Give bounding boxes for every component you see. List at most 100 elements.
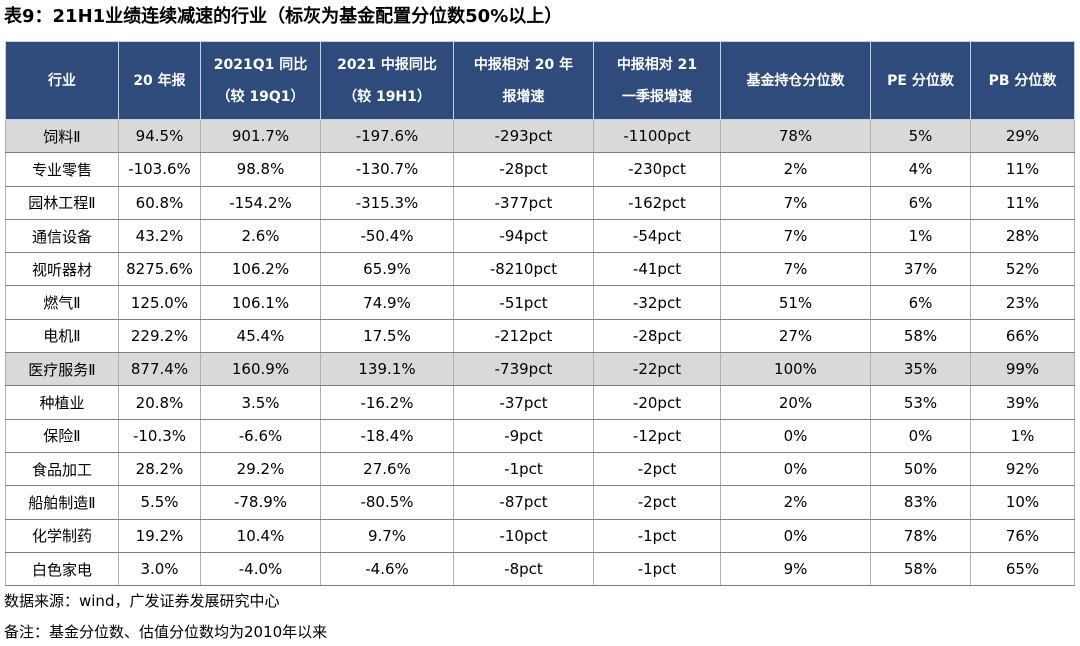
industry-cell: 视听器材 bbox=[5, 252, 119, 287]
value-cell: -9pct bbox=[453, 418, 594, 453]
value-cell: -22pct bbox=[593, 352, 721, 387]
header-line: 2021 中报同比 bbox=[337, 56, 437, 73]
header-cell: 行业 bbox=[5, 41, 119, 120]
value-cell: 1% bbox=[870, 218, 971, 254]
value-cell: 139.1% bbox=[320, 352, 454, 387]
value-cell: 2% bbox=[720, 152, 871, 187]
header-line: （较 19H1） bbox=[343, 88, 431, 105]
header-cell: 中报相对 20 年报增速 bbox=[453, 41, 594, 120]
value-cell: 3.0% bbox=[118, 551, 201, 587]
table-row: 饲料Ⅱ 94.5% 901.7% -197.6% -293pct -1100pct 78% 5… bbox=[5, 118, 1075, 154]
value-cell: -10pct bbox=[453, 518, 594, 553]
value-cell: 0% bbox=[720, 451, 871, 487]
table-row: 船舶制造Ⅱ 5.5% -78.9% -80.5% -87pct -2pct 2% 83% 10% bbox=[5, 485, 1075, 520]
industry-cell: 通信设备 bbox=[5, 218, 119, 254]
value-cell: -103.6% bbox=[118, 152, 201, 187]
value-cell: -739pct bbox=[453, 352, 594, 387]
value-cell: 2% bbox=[720, 485, 871, 520]
data-table: 行业 20 年报 2021Q1 同比 （较 19Q1） 2021 中报同比 （较 19H1… bbox=[5, 41, 1075, 587]
value-cell: 27% bbox=[720, 318, 871, 354]
header-line: 行业 bbox=[48, 72, 76, 89]
value-cell: 5% bbox=[870, 118, 971, 154]
header-line: 基金持仓分位数 bbox=[746, 72, 845, 89]
value-cell: 53% bbox=[870, 385, 971, 420]
value-cell: 20% bbox=[720, 385, 871, 420]
header-cell: 20 年报 bbox=[118, 41, 201, 120]
value-cell: 0% bbox=[720, 418, 871, 453]
value-cell: -197.6% bbox=[320, 118, 454, 154]
header-cell: 中报相对 21 一季报增速 bbox=[593, 41, 721, 120]
value-cell: 901.7% bbox=[200, 118, 321, 154]
table-row: 保险Ⅱ -10.3% -6.6% -18.4% -9pct -12pct 0% 0% 1% bbox=[5, 418, 1075, 453]
value-cell: 10.4% bbox=[200, 518, 321, 553]
header-line: 中报相对 20 年 bbox=[473, 56, 574, 73]
header-line: PB 分位数 bbox=[988, 72, 1057, 89]
value-cell: 100% bbox=[720, 352, 871, 387]
value-cell: -293pct bbox=[453, 118, 594, 154]
value-cell: 29% bbox=[970, 118, 1075, 154]
table-title: 表9：21H1业绩连续减速的行业（标灰为基金配置分位数50%以上） bbox=[4, 6, 563, 27]
value-cell: 0% bbox=[720, 518, 871, 553]
value-cell: 6% bbox=[870, 185, 971, 220]
header-line: 2021Q1 同比 bbox=[213, 56, 308, 73]
industry-cell: 燃气Ⅱ bbox=[5, 285, 119, 320]
header-line: PE 分位数 bbox=[887, 72, 954, 89]
value-cell: 20.8% bbox=[118, 385, 201, 420]
value-cell: -154.2% bbox=[200, 185, 321, 220]
value-cell: 43.2% bbox=[118, 218, 201, 254]
value-cell: -1pct bbox=[453, 451, 594, 487]
industry-cell: 医疗服务Ⅱ bbox=[5, 352, 119, 387]
value-cell: 5.5% bbox=[118, 485, 201, 520]
header-cell: 2021 中报同比 （较 19H1） bbox=[320, 41, 454, 120]
header-line: 一季报增速 bbox=[622, 88, 692, 105]
value-cell: -10.3% bbox=[118, 418, 201, 453]
value-cell: 2.6% bbox=[200, 218, 321, 254]
header-cell: 2021Q1 同比 （较 19Q1） bbox=[200, 41, 321, 120]
value-cell: 19.2% bbox=[118, 518, 201, 553]
value-cell: 11% bbox=[970, 152, 1075, 187]
value-cell: 74.9% bbox=[320, 285, 454, 320]
value-cell: 1% bbox=[970, 418, 1075, 453]
table-row: 食品加工 28.2% 29.2% 27.6% -1pct -2pct 0% 50% 92% bbox=[5, 451, 1075, 487]
table-row: 专业零售 -103.6% 98.8% -130.7% -28pct -230pct 2% 4%… bbox=[5, 152, 1075, 187]
value-cell: -20pct bbox=[593, 385, 721, 420]
industry-cell: 专业零售 bbox=[5, 152, 119, 187]
value-cell: -50.4% bbox=[320, 218, 454, 254]
value-cell: 3.5% bbox=[200, 385, 321, 420]
value-cell: 8275.6% bbox=[118, 252, 201, 287]
value-cell: 7% bbox=[720, 218, 871, 254]
value-cell: -32pct bbox=[593, 285, 721, 320]
table-row: 种植业 20.8% 3.5% -16.2% -37pct -20pct 20% 53% 39% bbox=[5, 385, 1075, 420]
table-row: 园林工程Ⅱ 60.8% -154.2% -315.3% -377pct -162pct 7%… bbox=[5, 185, 1075, 220]
value-cell: -6.6% bbox=[200, 418, 321, 453]
value-cell: -28pct bbox=[453, 152, 594, 187]
table-row: 白色家电 3.0% -4.0% -4.6% -8pct -1pct 9% 58% 65% bbox=[5, 551, 1075, 587]
value-cell: -8pct bbox=[453, 551, 594, 587]
value-cell: 11% bbox=[970, 185, 1075, 220]
value-cell: -1pct bbox=[593, 551, 721, 587]
value-cell: -377pct bbox=[453, 185, 594, 220]
industry-cell: 电机Ⅱ bbox=[5, 318, 119, 354]
table-row: 化学制药 19.2% 10.4% 9.7% -10pct -1pct 0% 78% 76% bbox=[5, 518, 1075, 553]
value-cell: -94pct bbox=[453, 218, 594, 254]
table-row: 燃气Ⅱ 125.0% 106.1% 74.9% -51pct -32pct 51% 6% 23% bbox=[5, 285, 1075, 320]
value-cell: 27.6% bbox=[320, 451, 454, 487]
industry-cell: 化学制药 bbox=[5, 518, 119, 553]
value-cell: 65.9% bbox=[320, 252, 454, 287]
value-cell: -130.7% bbox=[320, 152, 454, 187]
industry-cell: 饲料Ⅱ bbox=[5, 118, 119, 154]
value-cell: 45.4% bbox=[200, 318, 321, 354]
header-line: （较 19Q1） bbox=[216, 88, 305, 105]
value-cell: 28% bbox=[970, 218, 1075, 254]
value-cell: 229.2% bbox=[118, 318, 201, 354]
industry-cell: 保险Ⅱ bbox=[5, 418, 119, 453]
value-cell: -41pct bbox=[593, 252, 721, 287]
value-cell: 58% bbox=[870, 551, 971, 587]
value-cell: 58% bbox=[870, 318, 971, 354]
value-cell: 28.2% bbox=[118, 451, 201, 487]
remark-note: 备注：基金分位数、估值分位数均为2010年以来 bbox=[4, 623, 328, 641]
header-cell: PE 分位数 bbox=[870, 41, 971, 120]
value-cell: -8210pct bbox=[453, 252, 594, 287]
value-cell: 92% bbox=[970, 451, 1075, 487]
